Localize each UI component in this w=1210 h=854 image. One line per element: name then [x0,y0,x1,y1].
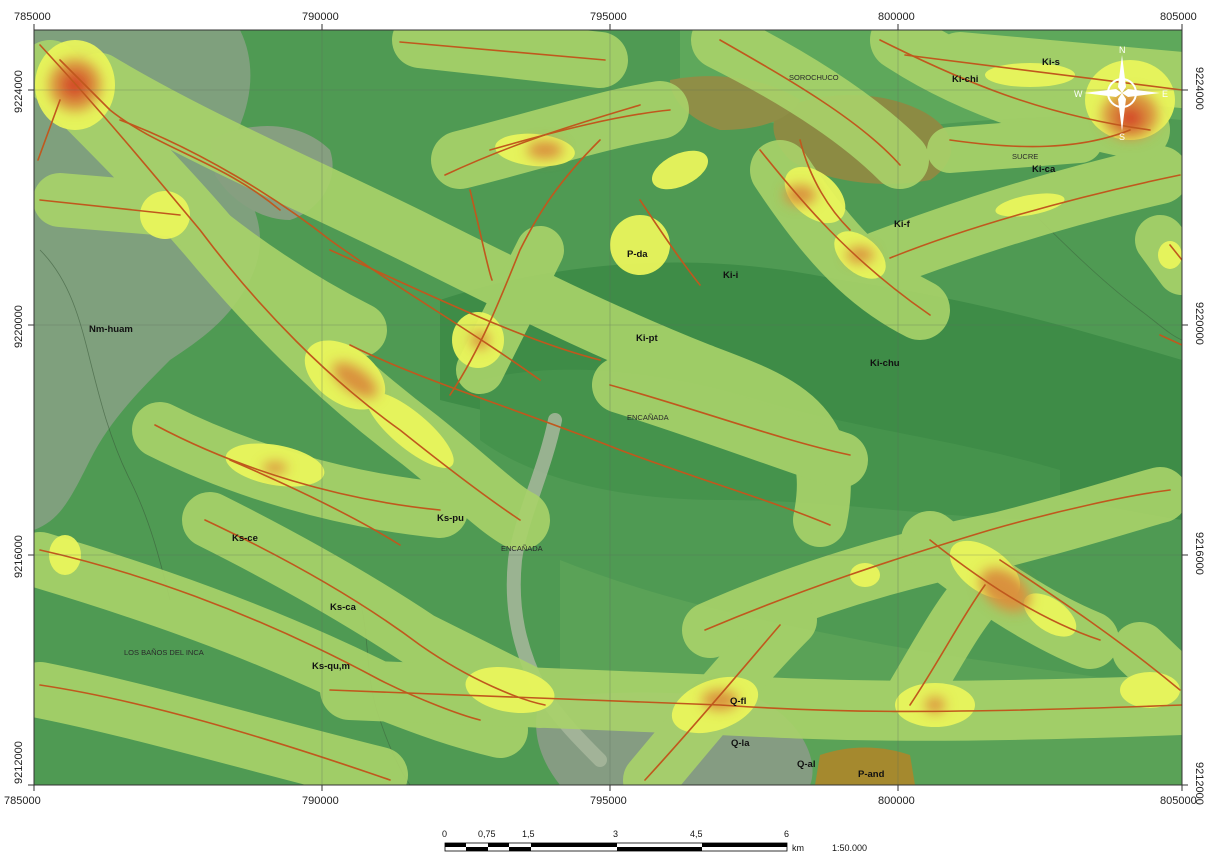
top-easting-label: 800000 [878,11,915,23]
geology-polygon-p-and [815,747,915,785]
map-area: Ki-s Ki-chi Ki-ca Ki-f P-da Ki-i Ki-pt K… [34,30,1182,785]
compass-s-label: S [1119,132,1125,142]
unit-label: P-da [627,249,648,260]
place-label: LOS BAÑOS DEL INCA [124,648,204,657]
graticule [34,30,1182,785]
compass-e-label: E [1162,89,1168,99]
unit-label: Ki-chu [870,358,900,369]
right-northing-label: 9212000 [1193,762,1205,805]
left-northing-label: 9224000 [13,70,25,113]
right-northing-label: 9220000 [1193,302,1205,345]
unit-label: Ks-pu [437,513,464,524]
place-label: ENCAÑADA [627,413,669,422]
scale-bar: 0 0,75 1,5 3 4,5 6 km 1:50.000 [442,829,867,853]
scale-tick-label: 0 [442,829,447,839]
north-arrow-compass: N S E W [1074,45,1168,142]
unit-label: Ks-ca [330,602,357,613]
unit-label: Ki-f [894,219,911,230]
frame-ticks [28,24,1188,791]
scale-ratio-label: 1:50.000 [832,843,867,853]
left-northing-label: 9220000 [13,305,25,348]
unit-label: Ki-chi [952,74,978,85]
unit-label: Q-la [731,738,750,749]
unit-label: Ks-qu,m [312,661,350,672]
scale-tick-label: 1,5 [522,829,535,839]
unit-label: Ki-pt [636,333,658,344]
fault-lines [37,39,1182,781]
compass-w-label: W [1074,89,1083,99]
unit-label: Ki-s [1042,57,1060,68]
unit-label: Nm-huam [89,324,133,335]
bottom-easting-label: 800000 [878,795,915,807]
place-name-labels: SOROCHUCO SUCRE ENCAÑADA ENCAÑADA LOS BA… [124,73,1038,657]
place-label: SOROCHUCO [789,73,839,82]
scale-tick-label: 6 [784,829,789,839]
right-northing-label: 9224000 [1193,67,1205,110]
scale-tick-label: 4,5 [690,829,703,839]
unit-label: Q-fl [730,696,746,707]
scale-tick-label: 3 [613,829,618,839]
unit-label: Ki-ca [1032,164,1056,175]
compass-n-label: N [1119,45,1126,55]
right-coordinate-labels: 9224000 9220000 9216000 9212000 [1193,67,1205,805]
top-easting-label: 795000 [590,11,627,23]
right-northing-label: 9216000 [1193,532,1205,575]
scale-tick-label: 0,75 [478,829,496,839]
left-coordinate-labels: 9224000 9220000 9216000 9212000 [13,70,25,784]
bottom-easting-label: 805000 [1160,795,1197,807]
top-coordinate-labels: 785000 790000 795000 800000 805000 [14,11,1197,23]
bottom-easting-label: 785000 [4,795,41,807]
top-easting-label: 790000 [302,11,339,23]
map-frame [33,29,1183,786]
top-easting-label: 785000 [14,11,51,23]
place-label: SUCRE [1012,152,1038,161]
unit-label: Ki-i [723,270,738,281]
unit-label: Q-al [797,759,815,770]
unit-label: Ks-ce [232,533,258,544]
top-easting-label: 805000 [1160,11,1197,23]
bottom-coordinate-labels: 785000 790000 795000 800000 805000 [4,795,1197,807]
place-label: ENCAÑADA [501,544,543,553]
left-northing-label: 9212000 [13,741,25,784]
unit-label: P-and [858,769,885,780]
scale-unit-label: km [792,843,804,853]
bottom-easting-label: 795000 [590,795,627,807]
drainage-line-west [39,249,171,601]
bottom-easting-label: 790000 [302,795,339,807]
geology-unit-labels: Ki-s Ki-chi Ki-ca Ki-f P-da Ki-i Ki-pt K… [89,57,1060,780]
left-northing-label: 9216000 [13,535,25,578]
